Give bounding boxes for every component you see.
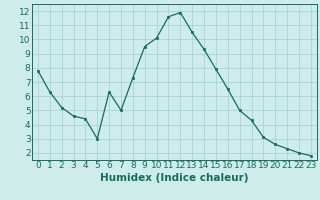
X-axis label: Humidex (Indice chaleur): Humidex (Indice chaleur) (100, 173, 249, 183)
